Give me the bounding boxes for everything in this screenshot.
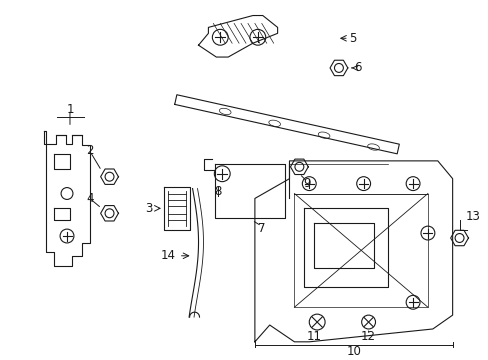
Text: 7: 7	[258, 222, 265, 235]
Text: 1: 1	[66, 103, 74, 116]
Text: 12: 12	[360, 330, 375, 343]
Text: 10: 10	[346, 345, 361, 358]
Text: 11: 11	[306, 330, 321, 343]
Text: 2: 2	[86, 144, 93, 157]
Text: 13: 13	[465, 210, 479, 223]
Text: 9: 9	[303, 177, 310, 190]
Text: 6: 6	[353, 62, 361, 75]
Text: 8: 8	[214, 185, 222, 198]
Text: 14: 14	[161, 249, 175, 262]
Text: 5: 5	[348, 32, 355, 45]
Text: 3: 3	[145, 202, 153, 215]
Text: 4: 4	[86, 192, 93, 205]
